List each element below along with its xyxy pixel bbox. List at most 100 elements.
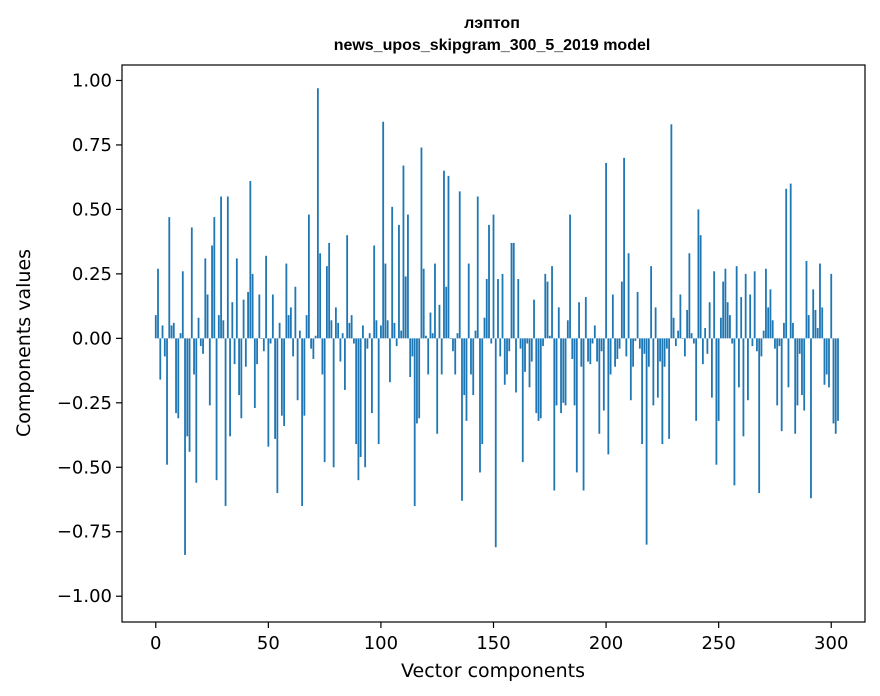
y-tick-label: −0.75 bbox=[57, 522, 112, 543]
bar bbox=[711, 338, 713, 398]
bar bbox=[350, 315, 353, 339]
bar bbox=[636, 291, 639, 339]
bar bbox=[792, 322, 794, 339]
bar bbox=[562, 338, 565, 403]
bar bbox=[382, 121, 385, 339]
bar bbox=[699, 235, 702, 339]
bar bbox=[524, 338, 526, 372]
bar bbox=[454, 338, 457, 375]
bar bbox=[224, 338, 227, 506]
bar bbox=[483, 317, 486, 339]
bar bbox=[834, 338, 837, 434]
bar bbox=[551, 266, 553, 339]
bar bbox=[296, 338, 299, 401]
bar bbox=[742, 338, 745, 437]
bar bbox=[310, 338, 313, 349]
bar bbox=[307, 214, 310, 339]
bar bbox=[260, 338, 263, 339]
bar bbox=[467, 263, 470, 339]
bar bbox=[753, 271, 756, 339]
bar bbox=[600, 338, 603, 352]
bar bbox=[458, 191, 461, 339]
bar bbox=[825, 338, 828, 375]
y-tick-label: 0.75 bbox=[72, 135, 112, 156]
bar bbox=[377, 338, 380, 445]
bar bbox=[208, 338, 211, 406]
bar bbox=[407, 214, 409, 339]
bar bbox=[328, 242, 331, 339]
bar bbox=[681, 338, 684, 339]
bar bbox=[235, 258, 238, 339]
bar bbox=[512, 242, 515, 339]
bar bbox=[535, 338, 538, 414]
bar bbox=[440, 338, 443, 375]
bar bbox=[645, 338, 648, 545]
bar bbox=[544, 273, 547, 339]
bar bbox=[771, 320, 774, 339]
bar bbox=[366, 338, 369, 349]
bar bbox=[726, 302, 729, 339]
bar bbox=[521, 338, 524, 463]
x-axis-ticks: 0 50 100 150 200 250 300 bbox=[150, 622, 848, 654]
bar bbox=[674, 338, 677, 347]
bar bbox=[765, 268, 767, 339]
bar bbox=[375, 320, 378, 339]
bar bbox=[497, 279, 499, 339]
bar bbox=[735, 266, 738, 339]
bar bbox=[661, 338, 664, 445]
bar bbox=[641, 338, 643, 445]
bar bbox=[805, 260, 808, 339]
bar bbox=[647, 338, 650, 367]
bar bbox=[283, 338, 286, 427]
bar bbox=[584, 297, 587, 339]
bar bbox=[695, 338, 698, 421]
bar bbox=[418, 338, 421, 419]
bar bbox=[769, 289, 772, 339]
chart-title: лэптоп bbox=[464, 15, 520, 32]
bar bbox=[253, 338, 256, 408]
bar bbox=[654, 307, 657, 339]
bar bbox=[265, 255, 267, 339]
bar bbox=[566, 320, 569, 339]
bar bbox=[289, 307, 292, 339]
bar bbox=[506, 338, 508, 375]
bar bbox=[409, 338, 412, 378]
bar bbox=[499, 338, 502, 357]
bar bbox=[362, 325, 364, 339]
bar bbox=[780, 338, 783, 432]
bar bbox=[832, 338, 835, 424]
bar bbox=[400, 330, 403, 339]
bar bbox=[787, 338, 790, 388]
bar bbox=[238, 338, 240, 396]
bar bbox=[580, 338, 583, 367]
bar bbox=[294, 286, 297, 339]
bar bbox=[416, 338, 418, 424]
bar bbox=[798, 338, 801, 354]
bar bbox=[591, 338, 594, 344]
bar bbox=[305, 315, 308, 339]
bar bbox=[729, 315, 731, 339]
bar bbox=[571, 338, 574, 359]
bar bbox=[492, 214, 495, 339]
bar bbox=[202, 338, 204, 354]
bar bbox=[323, 338, 326, 463]
bar bbox=[190, 227, 193, 339]
bar bbox=[199, 338, 202, 347]
bar bbox=[231, 302, 234, 339]
bar bbox=[683, 338, 686, 357]
bar bbox=[679, 294, 682, 339]
bar bbox=[269, 338, 272, 344]
bar bbox=[816, 328, 819, 339]
bar bbox=[247, 291, 249, 339]
bar bbox=[503, 338, 506, 385]
bar bbox=[519, 338, 522, 349]
bar bbox=[722, 281, 725, 339]
bar bbox=[429, 312, 432, 339]
bar bbox=[785, 188, 788, 339]
bar bbox=[463, 338, 466, 396]
y-tick-label: −1.00 bbox=[57, 586, 112, 607]
bar bbox=[749, 294, 752, 339]
bar bbox=[443, 170, 445, 339]
bar bbox=[445, 286, 448, 339]
bar bbox=[717, 338, 720, 421]
